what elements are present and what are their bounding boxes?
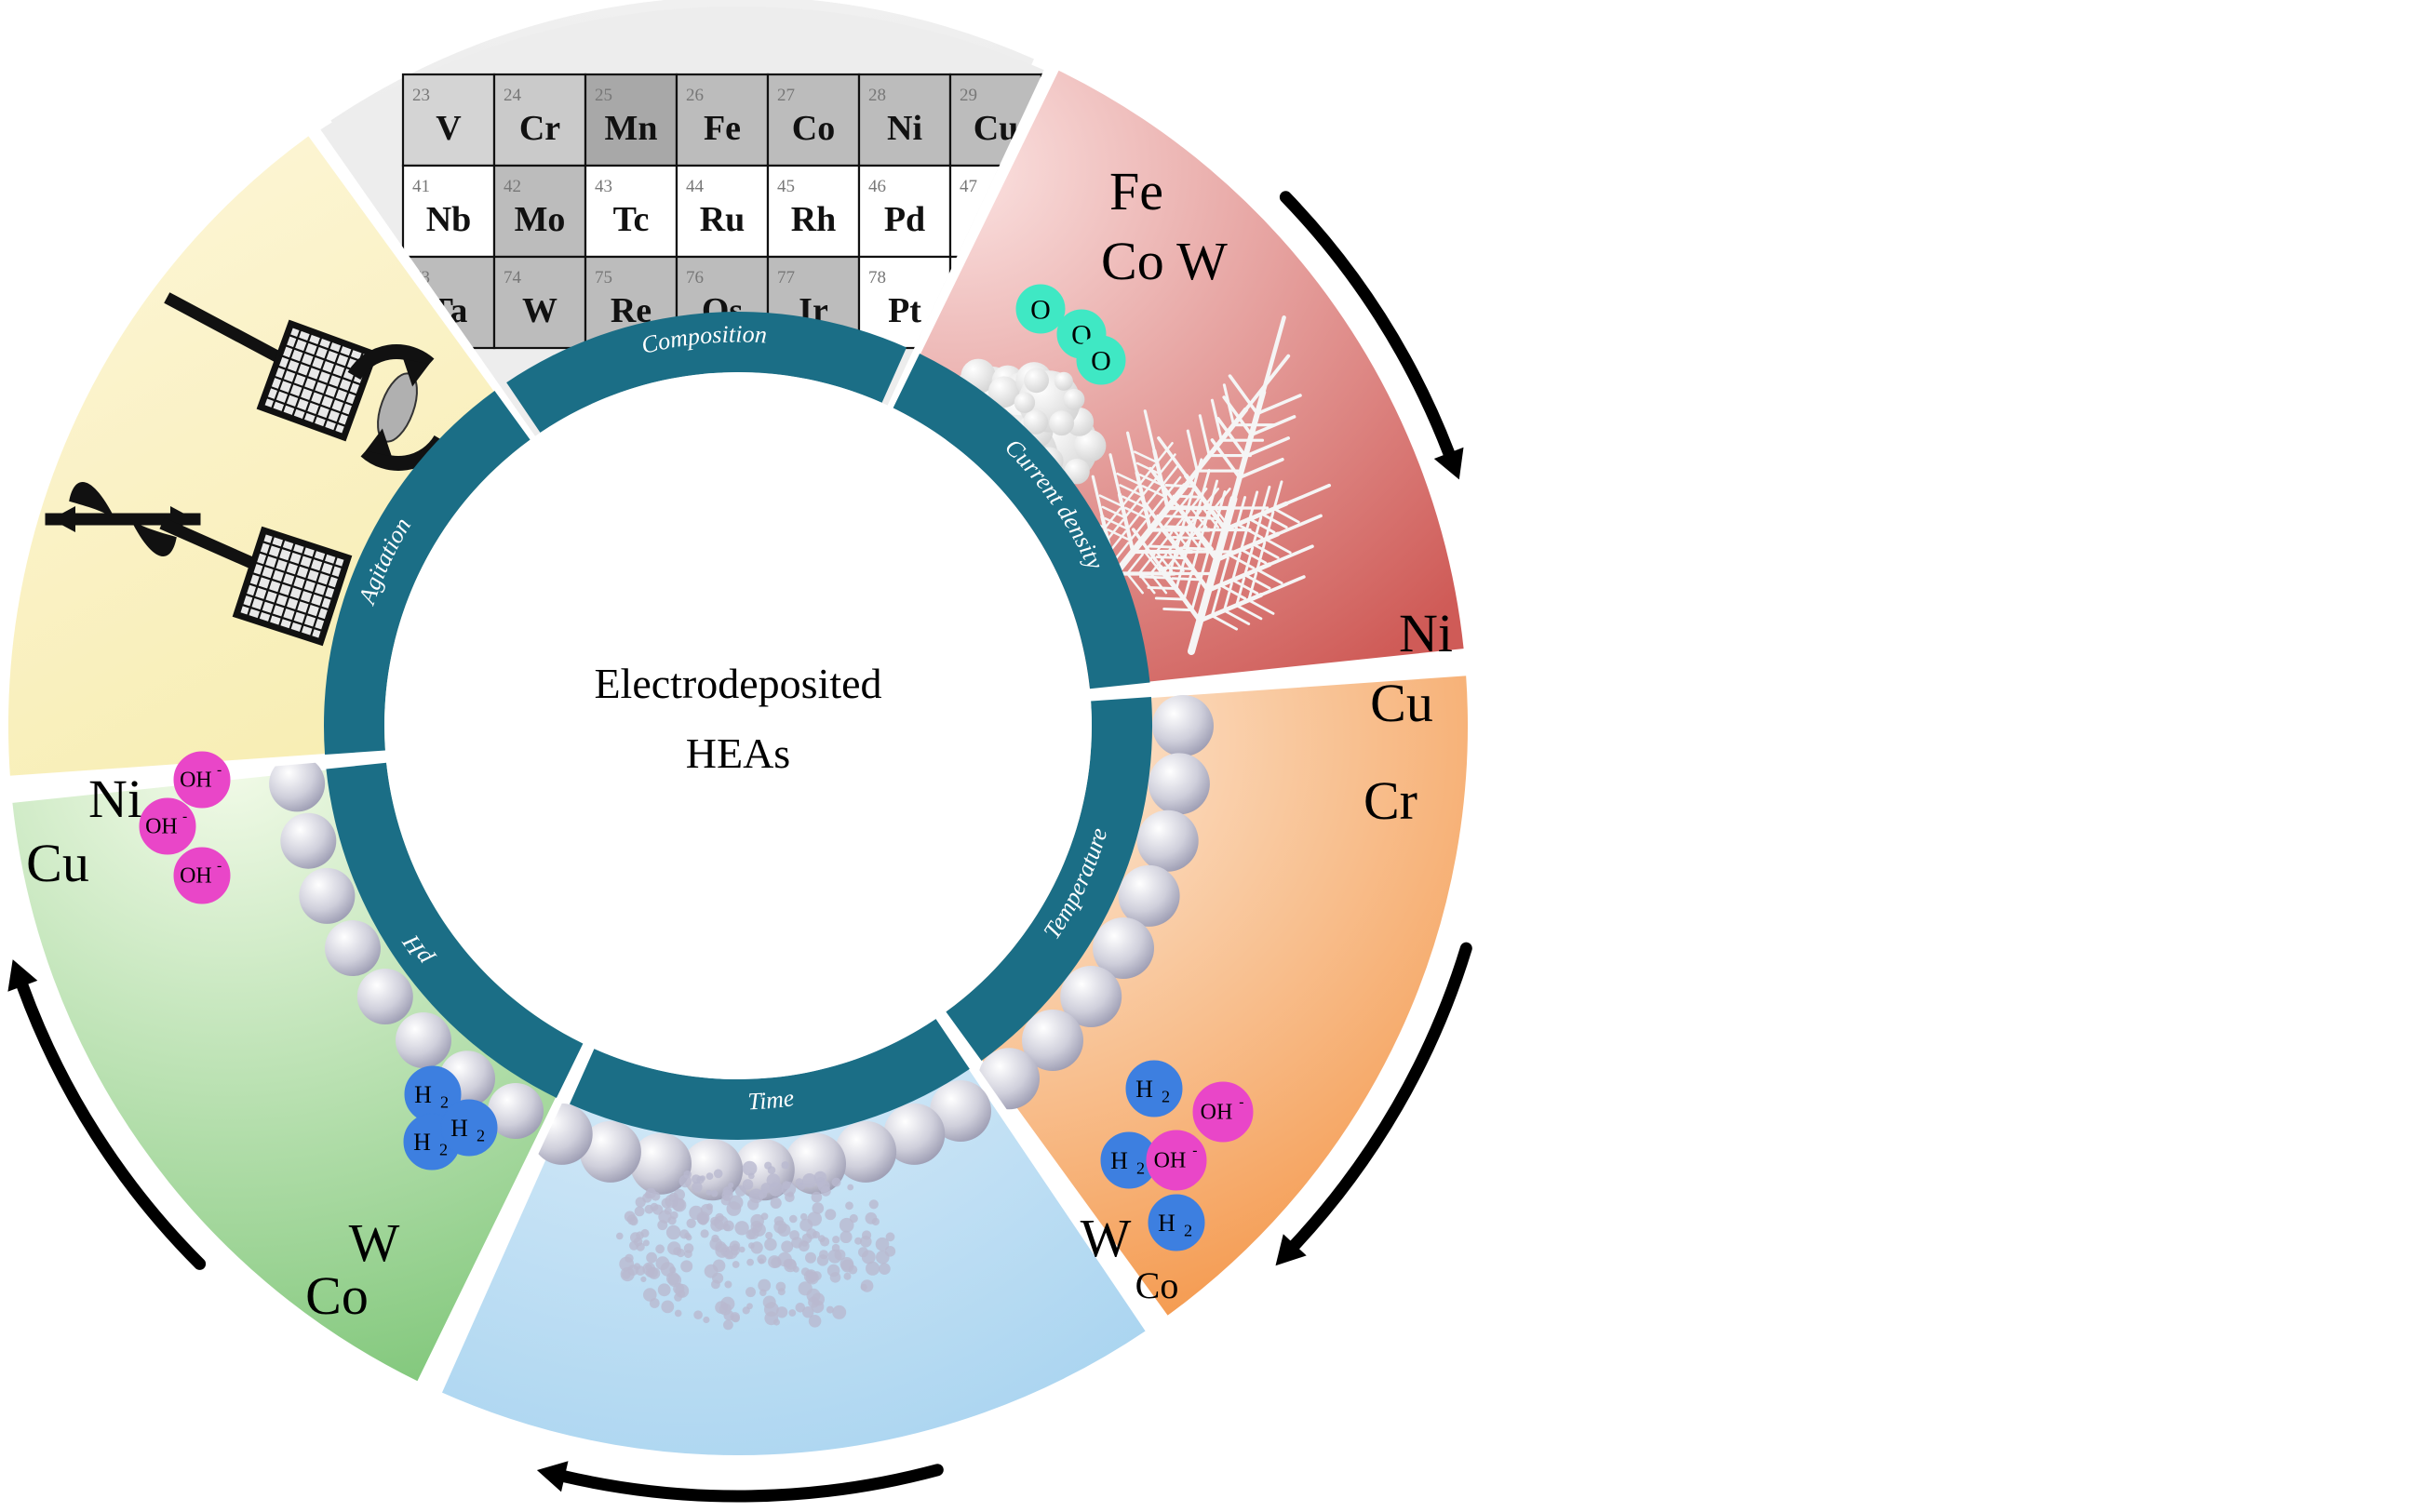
svg-text:H: H	[413, 1129, 431, 1156]
svg-text:78: 78	[868, 268, 886, 288]
svg-text:Fe: Fe	[704, 109, 741, 148]
svg-text:Co: Co	[305, 1265, 369, 1326]
svg-text:45: 45	[777, 177, 795, 196]
svg-text:46: 46	[868, 177, 886, 196]
svg-text:Tc: Tc	[613, 200, 650, 239]
svg-text:W: W	[1081, 1208, 1132, 1268]
svg-text:O: O	[1091, 346, 1111, 377]
svg-text:2: 2	[1162, 1087, 1170, 1105]
svg-text:W: W	[349, 1212, 400, 1273]
svg-text:Cr: Cr	[519, 109, 560, 148]
svg-text:Time: Time	[747, 1084, 796, 1115]
svg-text:77: 77	[777, 268, 795, 288]
svg-text:2: 2	[477, 1126, 485, 1144]
svg-text:44: 44	[686, 177, 705, 196]
svg-text:V: V	[436, 109, 462, 148]
svg-text:Nb: Nb	[426, 200, 472, 239]
svg-text:26: 26	[686, 86, 704, 105]
svg-text:42: 42	[504, 177, 521, 196]
svg-text:-: -	[217, 762, 222, 778]
svg-text:2: 2	[1184, 1221, 1192, 1239]
svg-text:23: 23	[412, 86, 430, 105]
svg-text:43: 43	[595, 177, 612, 196]
svg-text:29: 29	[960, 86, 977, 105]
svg-text:Ni: Ni	[1399, 603, 1453, 663]
svg-text:Ni: Ni	[88, 769, 142, 829]
svg-text:Electrodeposited: Electrodeposited	[594, 660, 881, 707]
svg-text:HEAs: HEAs	[686, 729, 790, 777]
svg-text:76: 76	[686, 268, 704, 288]
svg-text:Cu: Cu	[1370, 673, 1433, 733]
svg-text:OH: OH	[1201, 1101, 1233, 1125]
svg-text:27: 27	[777, 86, 795, 105]
svg-text:Co W: Co W	[1101, 231, 1228, 291]
svg-text:OH: OH	[180, 864, 212, 889]
svg-text:-: -	[1239, 1094, 1243, 1110]
svg-text:28: 28	[868, 86, 886, 105]
svg-text:W: W	[522, 291, 557, 330]
svg-text:24: 24	[504, 86, 522, 105]
svg-text:Mn: Mn	[605, 109, 658, 148]
svg-text:-: -	[1192, 1143, 1197, 1158]
svg-text:H: H	[1158, 1210, 1175, 1237]
svg-text:Ru: Ru	[700, 200, 746, 239]
svg-text:H: H	[1135, 1076, 1153, 1103]
svg-text:H: H	[1110, 1147, 1128, 1174]
svg-text:41: 41	[412, 177, 430, 196]
svg-text:Cr: Cr	[1363, 770, 1417, 831]
svg-text:OH: OH	[1154, 1149, 1187, 1173]
svg-text:O: O	[1030, 295, 1051, 326]
svg-text:OH: OH	[180, 769, 212, 793]
svg-text:Fe: Fe	[1109, 161, 1163, 221]
svg-text:Ni: Ni	[887, 109, 922, 148]
svg-text:OH: OH	[145, 815, 178, 839]
svg-text:Pt: Pt	[888, 291, 921, 330]
svg-text:-: -	[182, 809, 187, 824]
svg-text:Cu: Cu	[26, 833, 89, 893]
svg-text:Rh: Rh	[791, 200, 837, 239]
svg-text:Mo: Mo	[515, 200, 566, 239]
svg-text:Co: Co	[792, 109, 835, 148]
svg-text:75: 75	[595, 268, 612, 288]
svg-text:-: -	[217, 858, 222, 874]
svg-text:25: 25	[595, 86, 612, 105]
svg-text:Co: Co	[1135, 1264, 1179, 1306]
svg-text:Pd: Pd	[884, 200, 925, 239]
svg-text:H: H	[414, 1081, 432, 1108]
svg-text:2: 2	[440, 1092, 449, 1111]
svg-text:2: 2	[1136, 1158, 1145, 1177]
svg-text:74: 74	[504, 268, 522, 288]
svg-text:H: H	[450, 1115, 468, 1142]
svg-text:47: 47	[960, 177, 977, 196]
